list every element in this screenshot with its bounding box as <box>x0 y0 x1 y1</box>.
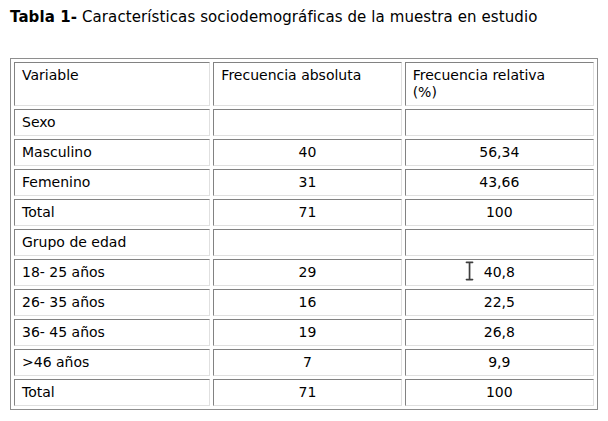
rel-value-cell: 43,66 <box>405 169 594 196</box>
abs-value-cell: 40 <box>213 139 401 166</box>
abs-value-cell <box>213 229 401 256</box>
abs-value-cell: 29 <box>213 259 401 286</box>
row-label-cell: Total <box>14 379 210 406</box>
table-row: 36- 45 años1926,8 <box>14 319 594 346</box>
table-title-label: Tabla 1- <box>10 8 77 26</box>
column-header-frecuencia-relativa: Frecuencia relativa (%) <box>405 62 594 106</box>
abs-value-cell: 31 <box>213 169 401 196</box>
column-header-variable: Variable <box>14 62 210 106</box>
abs-value-cell: 7 <box>213 349 401 376</box>
table-title-text: Características sociodemográficas de la … <box>77 8 537 26</box>
row-label-cell: Grupo de edad <box>14 229 210 256</box>
column-header-frecuencia-relativa-text: Frecuencia relativa (%) <box>413 67 565 101</box>
table-title: Tabla 1- Características sociodemográfic… <box>10 8 537 26</box>
abs-value-cell: 71 <box>213 199 401 226</box>
table-row: Masculino4056,34 <box>14 139 594 166</box>
rel-value-cell: 22,5 <box>405 289 594 316</box>
table-row: Femenino3143,66 <box>14 169 594 196</box>
abs-value-cell: 16 <box>213 289 401 316</box>
row-label-cell: Sexo <box>14 109 210 136</box>
rel-value-cell: 26,8 <box>405 319 594 346</box>
rel-value-cell <box>405 109 594 136</box>
text-cursor-icon <box>464 261 475 281</box>
table-row: Total71100 <box>14 199 594 226</box>
row-label-cell: Masculino <box>14 139 210 166</box>
document-page: { "title": { "bold": "Tabla 1-", "rest":… <box>0 0 608 421</box>
abs-value-cell: 19 <box>213 319 401 346</box>
sociodemographic-table: Variable Frecuencia absoluta Frecuencia … <box>10 58 598 410</box>
abs-value-cell: 71 <box>213 379 401 406</box>
table-header: Variable Frecuencia absoluta Frecuencia … <box>14 62 594 106</box>
rel-value-cell <box>405 229 594 256</box>
row-label-cell: >46 años <box>14 349 210 376</box>
rel-value-cell: 40,8 <box>405 259 594 286</box>
rel-value-cell: 56,34 <box>405 139 594 166</box>
rel-value-cell: 9,9 <box>405 349 594 376</box>
section-row: Grupo de edad <box>14 229 594 256</box>
table-row: Total71100 <box>14 379 594 406</box>
row-label-cell: Femenino <box>14 169 210 196</box>
table-row: 18- 25 años2940,8 <box>14 259 594 286</box>
rel-value-cell: 100 <box>405 379 594 406</box>
abs-value-cell <box>213 109 401 136</box>
table-row: >46 años79,9 <box>14 349 594 376</box>
row-label-cell: Total <box>14 199 210 226</box>
table-row: 26- 35 años1622,5 <box>14 289 594 316</box>
section-row: Sexo <box>14 109 594 136</box>
row-label-cell: 18- 25 años <box>14 259 210 286</box>
rel-value-cell: 100 <box>405 199 594 226</box>
row-label-cell: 26- 35 años <box>14 289 210 316</box>
column-header-frecuencia-absoluta: Frecuencia absoluta <box>213 62 401 106</box>
row-label-cell: 36- 45 años <box>14 319 210 346</box>
table-body: Sexo Masculino4056,34 Femenino3143,66 Total… <box>14 109 594 406</box>
header-row: Variable Frecuencia absoluta Frecuencia … <box>14 62 594 106</box>
